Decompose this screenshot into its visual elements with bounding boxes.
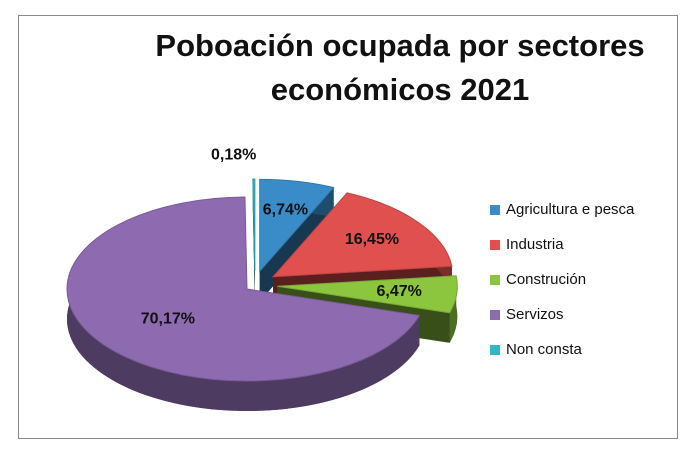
pie-slice xyxy=(271,192,453,278)
pie-slice xyxy=(66,196,421,382)
legend-label: Servizos xyxy=(506,306,564,323)
data-label: 6,47% xyxy=(377,283,422,300)
data-label: 6,74% xyxy=(263,201,308,218)
chart-frame xyxy=(18,15,678,439)
legend-swatch xyxy=(490,240,500,250)
chart-title: Poboación ocupada por sectores económico… xyxy=(155,28,645,107)
legend-label: Agricultura e pesca xyxy=(506,201,635,218)
legend-swatch xyxy=(490,345,500,355)
legend-label: Non consta xyxy=(506,341,583,358)
pie-slice xyxy=(277,275,458,314)
legend-swatch xyxy=(490,275,500,285)
legend-label: Industria xyxy=(506,236,564,253)
pie-slice xyxy=(252,178,256,272)
legend-swatch xyxy=(490,205,500,215)
data-label: 16,45% xyxy=(345,231,399,248)
data-label: 0,18% xyxy=(211,146,256,163)
pie-slice xyxy=(259,178,335,273)
legend-swatch xyxy=(490,310,500,320)
legend-label: Construción xyxy=(506,271,586,288)
slice-side xyxy=(449,275,458,343)
data-label: 70,17% xyxy=(141,311,195,328)
